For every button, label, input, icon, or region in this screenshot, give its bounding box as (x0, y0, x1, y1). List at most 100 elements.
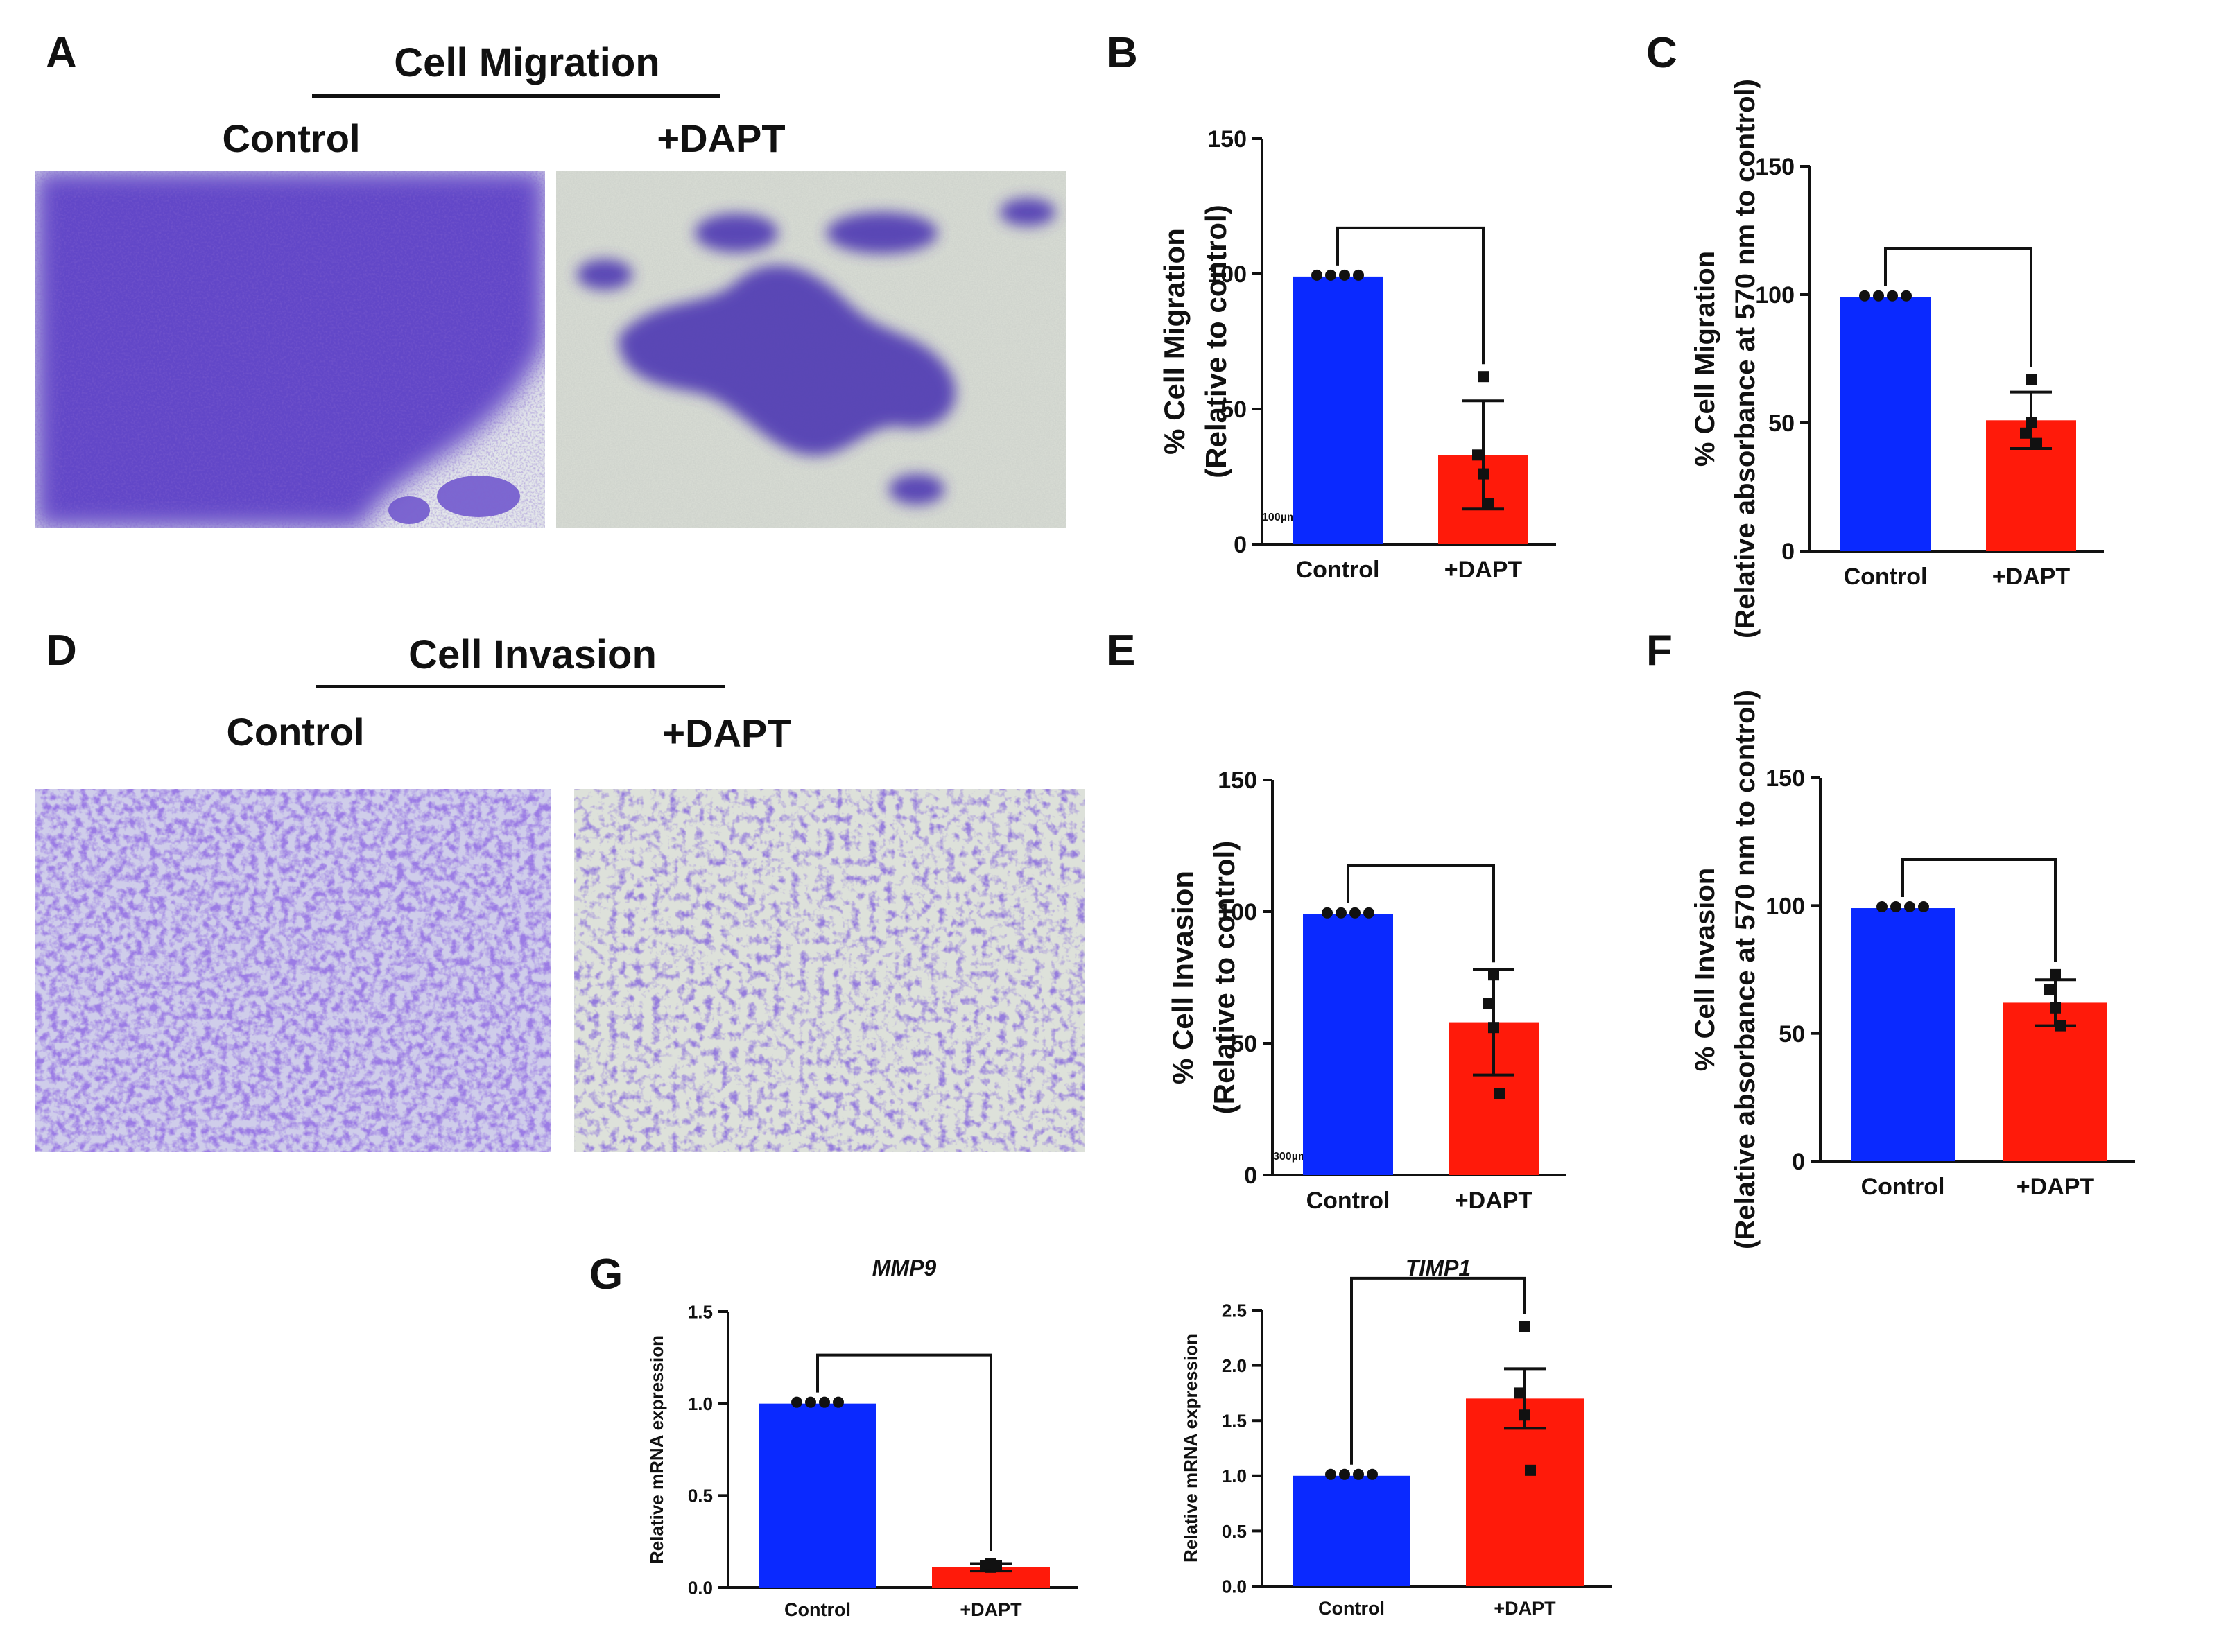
panel-label-b: B (1107, 29, 1138, 77)
y-axis-label-g1: Relative mRNA expression (646, 1335, 667, 1564)
y-axis-label-c: % Cell Migration (1690, 251, 1720, 467)
panel-label-g: G (589, 1251, 623, 1298)
significance-bracket-c (1884, 247, 2032, 367)
y-tick-label-g2: 0.5 (1222, 1521, 1247, 1542)
data-point-g2 (1339, 1468, 1350, 1480)
y-tick-label-b: 0 (1234, 532, 1247, 558)
category-label-c: +DAPT (1992, 564, 2071, 590)
y-tick-label-g1: 0.0 (688, 1577, 713, 1598)
y-axis-label-f: (Relative absorbance at 570 nm to contro… (1730, 690, 1761, 1249)
data-point-g2 (1514, 1387, 1525, 1399)
y-tick-label-c: 150 (1755, 154, 1795, 180)
invasion-heading-rule (316, 685, 725, 688)
bar-b-control (1293, 276, 1383, 544)
panel-label-d: D (46, 627, 77, 675)
data-point-c (2026, 417, 2037, 428)
bar-g2-control (1293, 1475, 1410, 1586)
data-point-c (1887, 290, 1898, 302)
data-point-b (1325, 269, 1336, 281)
chart-c-migration-absorbance: 0 50 100 150 % Cell Migration (Relative absor… (1690, 79, 2104, 638)
data-point-g1 (819, 1396, 830, 1408)
category-label-g1: +DAPT (960, 1599, 1022, 1620)
data-point-b (1339, 269, 1350, 281)
migration-control-micrograph (35, 171, 545, 528)
chart-e-invasion: 0 50 100 150 % Cell Invasion (Relative to con… (1166, 767, 1566, 1214)
data-point-c (1901, 290, 1912, 302)
y-tick-label-b: 150 (1207, 126, 1247, 153)
data-point-e (1322, 907, 1333, 919)
panel-label-a: A (46, 29, 77, 77)
category-label-e: Control (1306, 1188, 1390, 1214)
data-point-g2 (1353, 1468, 1364, 1480)
chart-f-invasion-absorbance: 0 50 100 150 % Cell Invasion (Relative absorb… (1690, 690, 2135, 1249)
y-axis-label-b: % Cell Migration (1158, 228, 1191, 455)
data-point-c (1859, 290, 1870, 302)
data-point-e (1336, 907, 1347, 919)
y-axis-label-b: (Relative to control) (1200, 205, 1232, 478)
data-point-f (2044, 984, 2055, 995)
category-label-g2: Control (1318, 1598, 1385, 1619)
y-tick-label-e: 100 (1218, 899, 1257, 925)
bar-g2-dapt (1466, 1398, 1584, 1586)
invasion-dapt-label: +DAPT (662, 711, 791, 755)
y-tick-label-e: 50 (1231, 1031, 1257, 1057)
bar-g1-control (759, 1403, 876, 1588)
data-point-g1 (833, 1396, 844, 1408)
y-tick-label-g1: 0.5 (688, 1486, 713, 1506)
chart-g-mmp9: 0.0 0.5 1.0 1.5 Relative mRNA expression MMP9… (646, 1255, 1078, 1620)
migration-dapt-micrograph (556, 171, 1066, 528)
bar-f-control (1851, 908, 1955, 1161)
y-tick-label-g2: 2.0 (1222, 1355, 1247, 1376)
data-point-b (1483, 498, 1494, 510)
y-tick-label-e: 0 (1244, 1163, 1257, 1189)
invasion-heading: Cell Invasion (408, 632, 657, 677)
invasion-control-label: Control (226, 710, 365, 754)
data-point-e (1483, 998, 1494, 1009)
y-tick-label-g1: 1.5 (688, 1301, 713, 1322)
y-axis-label-e: (Relative to control) (1208, 841, 1241, 1114)
data-point-b (1311, 269, 1322, 281)
data-point-g1 (805, 1396, 816, 1408)
significance-bracket-g2 (1350, 1276, 1526, 1465)
data-point-f (2055, 1020, 2066, 1032)
y-tick-label-f: 100 (1765, 894, 1805, 920)
significance-bracket-f (1901, 858, 2057, 962)
invasion-control-micrograph (35, 789, 551, 1152)
chart-b-migration: 0 50 100 150 % Cell Migration (Relative to co… (1158, 126, 1556, 583)
data-point-f (2050, 1002, 2061, 1014)
panel-label-e: E (1107, 627, 1136, 675)
y-tick-label-c: 50 (1768, 410, 1795, 437)
data-point-g2 (1519, 1321, 1530, 1332)
y-tick-label-f: 50 (1779, 1021, 1805, 1047)
data-point-f (1904, 901, 1915, 913)
data-point-f (1876, 901, 1888, 913)
chart-title-g1: MMP9 (872, 1255, 937, 1280)
y-axis-label-e: % Cell Invasion (1166, 871, 1199, 1084)
y-tick-label-g1: 1.0 (688, 1393, 713, 1414)
chart-title-g2: TIMP1 (1406, 1255, 1471, 1280)
category-label-b: Control (1296, 557, 1380, 583)
data-point-b (1353, 269, 1364, 281)
category-label-e: +DAPT (1455, 1188, 1533, 1214)
category-label-g1: Control (784, 1599, 851, 1620)
category-label-c: Control (1844, 564, 1928, 590)
data-point-c (2020, 427, 2031, 439)
significance-bracket-b (1336, 226, 1485, 365)
data-point-g1 (791, 1396, 802, 1408)
category-label-g2: +DAPT (1494, 1598, 1556, 1619)
y-tick-label-g2: 2.5 (1222, 1300, 1247, 1321)
y-tick-label-g2: 0.0 (1222, 1576, 1247, 1597)
y-tick-label-e: 150 (1218, 767, 1257, 794)
migration-heading: Cell Migration (394, 40, 660, 85)
migration-heading-rule (312, 94, 720, 98)
migration-dapt-label: +DAPT (657, 116, 786, 160)
data-point-e (1349, 907, 1361, 919)
data-point-b (1478, 468, 1489, 480)
y-axis-label-g2: Relative mRNA expression (1180, 1334, 1201, 1563)
data-point-e (1488, 1022, 1499, 1034)
panel-label-f: F (1646, 627, 1673, 675)
y-axis-label-f: % Cell Invasion (1690, 868, 1720, 1071)
data-point-e (1363, 907, 1374, 919)
category-label-f: +DAPT (2016, 1174, 2095, 1200)
y-tick-label-g2: 1.0 (1222, 1466, 1247, 1486)
